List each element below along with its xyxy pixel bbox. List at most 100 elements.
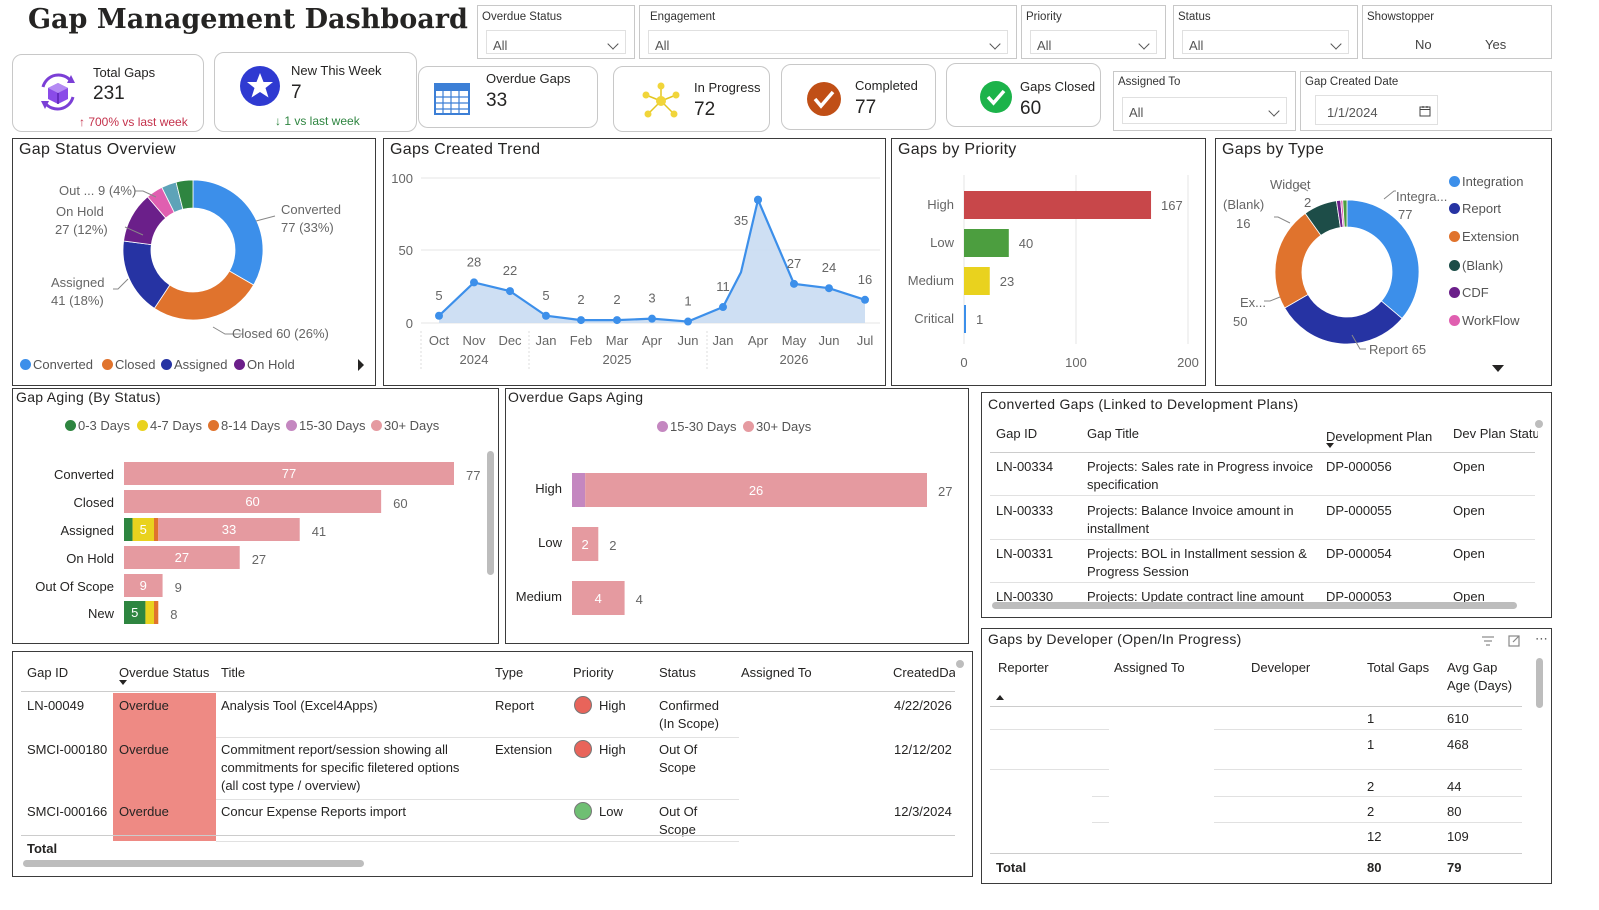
trend-point[interactable] — [542, 311, 550, 320]
column-header[interactable]: Reporter — [998, 660, 1049, 675]
status-dropdown[interactable]: All — [1182, 30, 1349, 54]
table-row[interactable]: 12 109 — [982, 829, 1527, 851]
aging-bar-segment[interactable] — [124, 462, 454, 485]
column-header[interactable]: Age (Days) — [1447, 678, 1513, 693]
trend-point[interactable] — [577, 316, 585, 325]
gap-created-date-input[interactable]: 1/1/2024 — [1315, 95, 1438, 125]
legend-item[interactable]: On Hold — [234, 357, 295, 372]
legend-item[interactable]: Integration — [1449, 174, 1523, 189]
legend-next-arrow-icon[interactable] — [357, 359, 365, 371]
legend-item[interactable]: Extension — [1449, 229, 1519, 244]
column-header[interactable]: Type — [495, 665, 524, 680]
aging-bar-segment[interactable] — [154, 601, 159, 624]
legend-item[interactable]: Report — [1449, 201, 1501, 216]
column-header[interactable]: Assigned To — [741, 665, 812, 680]
type-slice[interactable] — [1274, 212, 1322, 309]
table-row[interactable]: LN-00049 Overdue Analysis Tool (Excel4Apps… — [13, 693, 963, 740]
column-header[interactable]: Total Gaps — [1367, 660, 1430, 675]
scrollbar-thumb[interactable] — [956, 660, 964, 668]
table-row[interactable]: 2 80 — [982, 804, 1527, 826]
assigned-to-slicer[interactable]: Assigned To All — [1113, 71, 1296, 131]
priority-bar[interactable] — [964, 191, 1152, 219]
aging-bar-segment[interactable] — [124, 490, 382, 513]
table-row[interactable]: 1 468 — [982, 737, 1527, 759]
engagement-dropdown[interactable]: All — [648, 30, 1008, 54]
showstopper-option-no[interactable]: No — [1415, 37, 1432, 52]
column-header[interactable]: Assigned To — [1114, 660, 1185, 675]
legend-item[interactable]: CDF — [1449, 285, 1489, 300]
trend-point[interactable] — [613, 316, 621, 325]
legend-item[interactable]: 4-7 Days — [137, 418, 202, 433]
table-row[interactable]: LN-00334 Projects: Sales rate in Progress… — [982, 459, 1542, 501]
type-slice[interactable] — [1346, 199, 1420, 319]
aging-bar-segment[interactable] — [124, 518, 133, 541]
overdue-bar-segment[interactable] — [572, 473, 586, 507]
sort-desc-icon[interactable] — [1326, 443, 1334, 449]
priority-bar[interactable] — [964, 305, 966, 333]
aging-bar-segment[interactable] — [124, 601, 146, 624]
column-header[interactable]: Overdue Status — [119, 665, 210, 680]
trend-point[interactable] — [719, 303, 727, 312]
legend-item[interactable]: 15-30 Days — [657, 419, 736, 434]
legend-more-arrow-icon[interactable] — [1492, 365, 1504, 373]
column-header[interactable]: Priority — [573, 665, 614, 680]
status-slice[interactable] — [153, 270, 255, 321]
showstopper-option-yes[interactable]: Yes — [1485, 37, 1507, 52]
column-header[interactable]: Avg Gap — [1447, 660, 1498, 675]
legend-item[interactable]: 30+ Days — [371, 418, 439, 433]
engagement-slicer[interactable]: Engagement All — [639, 5, 1017, 59]
table-row[interactable]: SMCI-000166 Overdue Concur Expense Reports… — [13, 799, 963, 844]
gap-created-date-slicer[interactable]: Gap Created Date 1/1/2024 — [1300, 71, 1552, 131]
column-header[interactable]: Development Plan — [1326, 429, 1433, 444]
legend-item[interactable]: 0-3 Days — [65, 418, 130, 433]
table-row[interactable]: LN-00330 Projects: Update contract line a… — [982, 589, 1542, 631]
vertical-scrollbar[interactable] — [487, 451, 494, 575]
showstopper-slicer[interactable]: Showstopper No Yes — [1362, 5, 1552, 59]
aging-bar-segment[interactable] — [132, 518, 154, 541]
status-slice[interactable] — [192, 179, 264, 286]
column-header[interactable]: Title — [221, 665, 246, 680]
sort-desc-icon[interactable] — [119, 680, 127, 686]
table-row[interactable]: 1 610 — [982, 711, 1527, 733]
column-header[interactable]: Developer — [1251, 660, 1311, 675]
overdue-bar-segment[interactable] — [572, 527, 599, 561]
more-options-icon[interactable]: ⋯ — [1535, 631, 1548, 646]
legend-item[interactable]: 8-14 Days — [208, 418, 280, 433]
trend-point[interactable] — [435, 311, 443, 320]
sort-asc-icon[interactable] — [996, 695, 1004, 701]
overdue-bar-segment[interactable] — [585, 473, 927, 507]
aging-bar-segment[interactable] — [124, 546, 240, 569]
legend-item[interactable]: Converted — [20, 357, 93, 372]
aging-bar-segment[interactable] — [145, 601, 154, 624]
trend-point[interactable] — [684, 317, 692, 326]
overdue-status-dropdown[interactable]: All — [486, 30, 626, 54]
priority-dropdown[interactable]: All — [1030, 30, 1157, 54]
legend-item[interactable]: 30+ Days — [743, 419, 811, 434]
trend-point[interactable] — [861, 295, 869, 304]
trend-point[interactable] — [754, 195, 762, 204]
aging-bar-segment[interactable] — [124, 574, 163, 597]
priority-bar[interactable] — [964, 267, 990, 295]
table-row[interactable]: LN-00333 Projects: Balance Invoice amount… — [982, 503, 1542, 545]
legend-item[interactable]: 15-30 Days — [286, 418, 365, 433]
column-header[interactable]: CreatedDa — [893, 665, 955, 680]
overdue-bar-segment[interactable] — [572, 581, 625, 615]
column-header[interactable]: Status — [659, 665, 696, 680]
priority-slicer[interactable]: Priority All — [1021, 5, 1166, 59]
vertical-scrollbar[interactable] — [1536, 658, 1543, 708]
focus-mode-icon[interactable] — [1508, 635, 1520, 647]
calendar-icon[interactable] — [1419, 105, 1431, 117]
column-header[interactable]: Gap Title — [1087, 426, 1140, 441]
horizontal-scrollbar[interactable] — [23, 860, 364, 867]
trend-point[interactable] — [470, 278, 478, 287]
table-row[interactable]: LN-00331 Projects: BOL in Installment ses… — [982, 546, 1542, 588]
status-slice[interactable] — [175, 179, 194, 210]
trend-point[interactable] — [790, 279, 798, 288]
assigned-to-dropdown[interactable]: All — [1122, 97, 1287, 124]
column-header[interactable]: Gap ID — [27, 665, 69, 680]
trend-point[interactable] — [825, 284, 833, 293]
column-header[interactable]: Gap ID — [996, 426, 1038, 441]
legend-item[interactable]: Assigned — [161, 357, 227, 372]
type-slice[interactable] — [1342, 199, 1348, 228]
column-header[interactable]: Dev Plan Statu — [1453, 426, 1538, 441]
